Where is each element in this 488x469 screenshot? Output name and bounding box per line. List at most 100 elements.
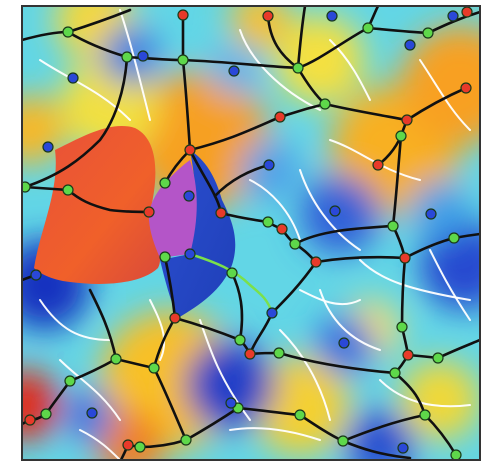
node-blue — [183, 190, 195, 202]
white-curve — [239, 29, 321, 111]
node-red — [402, 349, 414, 361]
color-blob — [130, 70, 270, 210]
node-red — [274, 111, 286, 123]
node-red — [460, 82, 472, 94]
node-blue — [67, 72, 79, 84]
frame — [21, 5, 481, 461]
node-blue — [404, 39, 416, 51]
white-curve — [429, 249, 471, 321]
node-blue — [263, 159, 275, 171]
node-blue — [326, 10, 338, 22]
node-green — [289, 238, 301, 250]
color-blob — [22, 95, 65, 165]
node-blue — [86, 407, 98, 419]
node-green — [62, 184, 74, 196]
node-green — [40, 408, 52, 420]
node-blue — [225, 397, 237, 409]
node-green — [121, 51, 133, 63]
node-green — [422, 27, 434, 39]
white-curve — [359, 259, 471, 301]
node-green — [134, 441, 146, 453]
node-green — [395, 130, 407, 142]
node-blue — [42, 141, 54, 153]
node-green — [362, 22, 374, 34]
color-blob — [275, 15, 365, 105]
color-blob — [185, 340, 275, 430]
white-curve — [39, 299, 111, 341]
node-green — [319, 98, 331, 110]
node-green — [159, 177, 171, 189]
node-blue — [447, 10, 459, 22]
white-curve — [279, 329, 331, 421]
node-green — [62, 26, 74, 38]
node-green — [273, 347, 285, 359]
white-curve — [299, 289, 361, 306]
node-red — [24, 414, 36, 426]
node-green — [294, 409, 306, 421]
white-curve — [79, 429, 121, 460]
node-red — [399, 252, 411, 264]
white-curve — [59, 359, 121, 421]
color-blob — [300, 175, 380, 255]
color-blob — [230, 6, 290, 50]
region-blue — [160, 150, 236, 318]
node-green — [180, 434, 192, 446]
white-curve — [329, 39, 371, 101]
node-red — [372, 159, 384, 171]
region-purple — [148, 160, 197, 258]
node-green — [177, 54, 189, 66]
node-red — [143, 206, 155, 218]
white-curve — [379, 379, 471, 408]
node-red — [401, 114, 413, 126]
black-curve — [23, 55, 129, 189]
white-curve — [319, 289, 381, 351]
node-green — [148, 362, 160, 374]
color-blob — [400, 360, 480, 440]
node-green — [419, 409, 431, 421]
color-blob — [410, 180, 470, 240]
white-curve — [149, 299, 166, 361]
node-green — [450, 449, 462, 460]
node-green — [159, 251, 171, 263]
node-blue — [184, 248, 196, 260]
node-green — [64, 375, 76, 387]
black-curve — [236, 406, 412, 460]
white-curves — [39, 9, 471, 460]
white-curve — [119, 9, 151, 121]
node-green — [337, 435, 349, 447]
node-red — [310, 256, 322, 268]
node-blue — [228, 65, 240, 77]
node-green — [396, 321, 408, 333]
node-blue — [338, 337, 350, 349]
node-blue — [329, 205, 341, 217]
node-green — [22, 181, 31, 193]
black-curve — [88, 288, 118, 361]
node-green — [387, 220, 399, 232]
node-red — [262, 10, 274, 22]
node-blue — [266, 307, 278, 319]
green-curve — [189, 252, 274, 314]
black-curve — [296, 6, 307, 70]
node-green — [262, 216, 274, 228]
white-curve — [329, 139, 421, 181]
black-curve — [293, 224, 395, 246]
black-curve — [126, 366, 188, 449]
white-curve — [229, 427, 321, 441]
white-curve — [299, 169, 361, 251]
node-red — [461, 6, 473, 18]
color-blob — [420, 220, 480, 310]
node-red — [122, 439, 134, 451]
node-blue — [397, 442, 409, 454]
node-green — [110, 353, 122, 365]
node-green — [234, 334, 246, 346]
node-green — [389, 367, 401, 379]
node-green — [226, 267, 238, 279]
black-curve — [393, 353, 458, 457]
black-curve — [341, 413, 427, 443]
white-curve — [39, 59, 131, 121]
